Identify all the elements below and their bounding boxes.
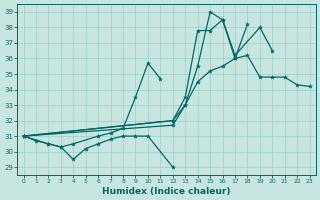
X-axis label: Humidex (Indice chaleur): Humidex (Indice chaleur) [102, 187, 231, 196]
